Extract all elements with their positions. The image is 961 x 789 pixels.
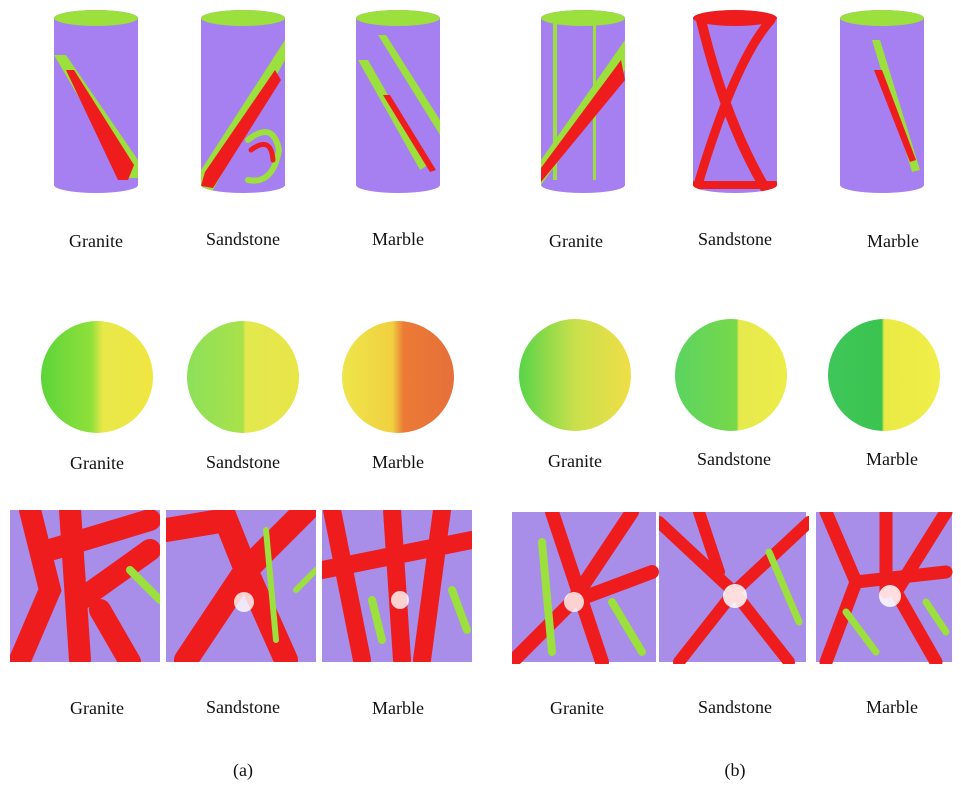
- label: Granite: [549, 231, 603, 251]
- label: Granite: [550, 698, 604, 718]
- label: Sandstone: [698, 697, 772, 717]
- label: Sandstone: [206, 697, 280, 717]
- label: Sandstone: [697, 449, 771, 469]
- cylinders: [46, 0, 932, 200]
- label: Marble: [866, 449, 918, 469]
- label: Marble: [372, 698, 424, 718]
- label: Granite: [70, 453, 124, 473]
- label: Sandstone: [698, 229, 772, 249]
- label: Sandstone: [206, 452, 280, 472]
- label: Granite: [70, 698, 124, 718]
- label: Marble: [866, 697, 918, 717]
- label: Marble: [372, 452, 424, 472]
- figure: Granite Sandstone Marble Granite Sandsto…: [0, 0, 961, 789]
- label: Granite: [69, 231, 123, 251]
- label: Granite: [548, 451, 602, 471]
- label: Marble: [372, 229, 424, 249]
- cross-sections: [41, 319, 940, 433]
- unfolded-surfaces: [10, 510, 952, 662]
- label: Sandstone: [206, 229, 280, 249]
- panel-label: (b): [725, 760, 746, 781]
- panel-label: (a): [233, 760, 253, 781]
- label: Marble: [867, 231, 919, 251]
